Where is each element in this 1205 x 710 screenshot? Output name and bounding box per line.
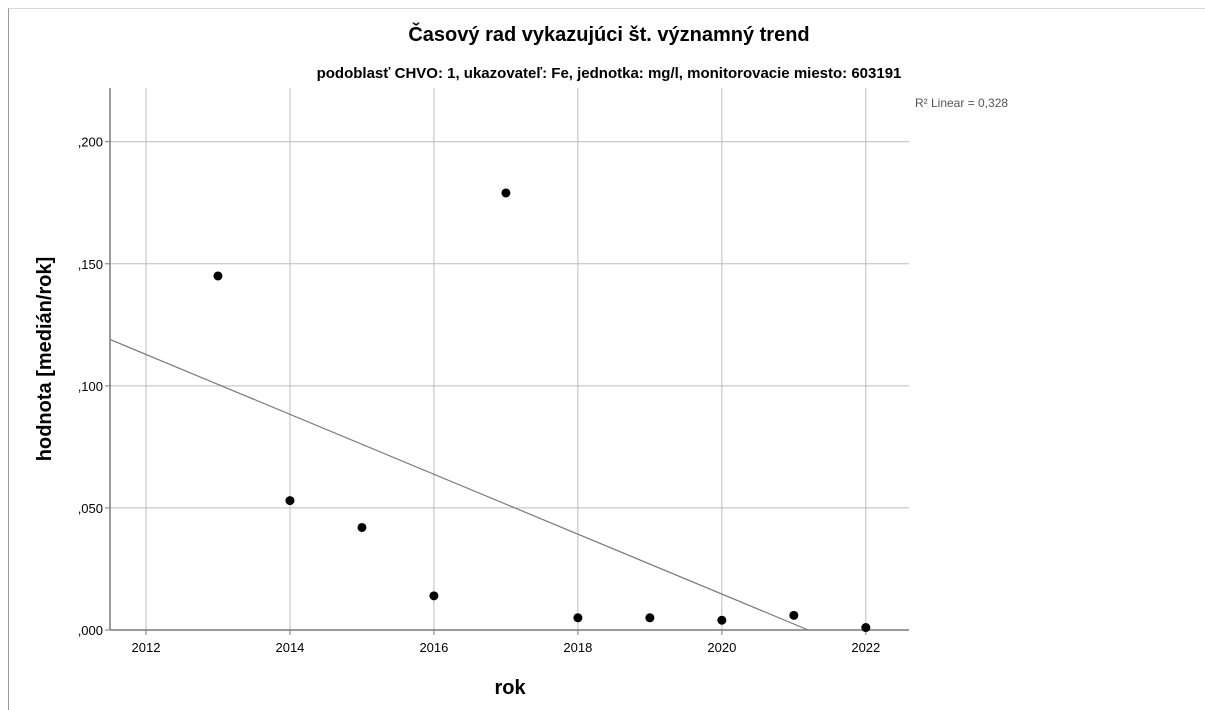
data-point bbox=[213, 271, 223, 281]
x-tick-label: 2018 bbox=[563, 640, 592, 655]
y-axis-title: hodnota [medián/rok] bbox=[34, 257, 56, 461]
chart-frame bbox=[8, 8, 1205, 710]
y-tick-label: ,000 bbox=[78, 623, 103, 638]
data-point bbox=[861, 623, 871, 633]
y-tick-label: ,200 bbox=[78, 135, 103, 150]
x-tick-label: 2016 bbox=[419, 640, 448, 655]
chart-subtitle: podoblasť CHVO: 1, ukazovateľ: Fe, jedno… bbox=[317, 65, 902, 82]
data-points bbox=[213, 188, 871, 633]
x-axis-title: rok bbox=[494, 677, 526, 699]
chart-title: Časový rad vykazujúci št. významný trend bbox=[408, 22, 809, 46]
x-tick-label: 2014 bbox=[275, 640, 304, 655]
data-point bbox=[789, 610, 799, 620]
data-point bbox=[357, 522, 367, 532]
y-tick-labels: ,000 ,050 ,100 ,150 ,200 bbox=[78, 135, 110, 638]
y-tick-label: ,050 bbox=[78, 501, 103, 516]
y-tick-label: ,100 bbox=[78, 379, 103, 394]
x-tick-label: 2012 bbox=[132, 640, 161, 655]
data-point bbox=[573, 613, 583, 623]
data-point bbox=[645, 613, 655, 623]
fit-line-group bbox=[109, 338, 809, 631]
data-point bbox=[429, 591, 439, 601]
x-tick-label: 2020 bbox=[707, 640, 736, 655]
data-point bbox=[717, 615, 727, 625]
grid-lines bbox=[110, 88, 909, 630]
x-tick-label: 2022 bbox=[851, 640, 880, 655]
linear-fit-line bbox=[109, 338, 809, 631]
y-tick-label: ,150 bbox=[78, 257, 103, 272]
x-tick-labels: 2012 2014 2016 2018 2020 2022 bbox=[132, 630, 880, 655]
r2-linear-label: R² Linear = 0,328 bbox=[915, 96, 1008, 110]
data-point bbox=[501, 188, 511, 198]
data-point bbox=[285, 496, 295, 506]
axes bbox=[109, 88, 909, 631]
